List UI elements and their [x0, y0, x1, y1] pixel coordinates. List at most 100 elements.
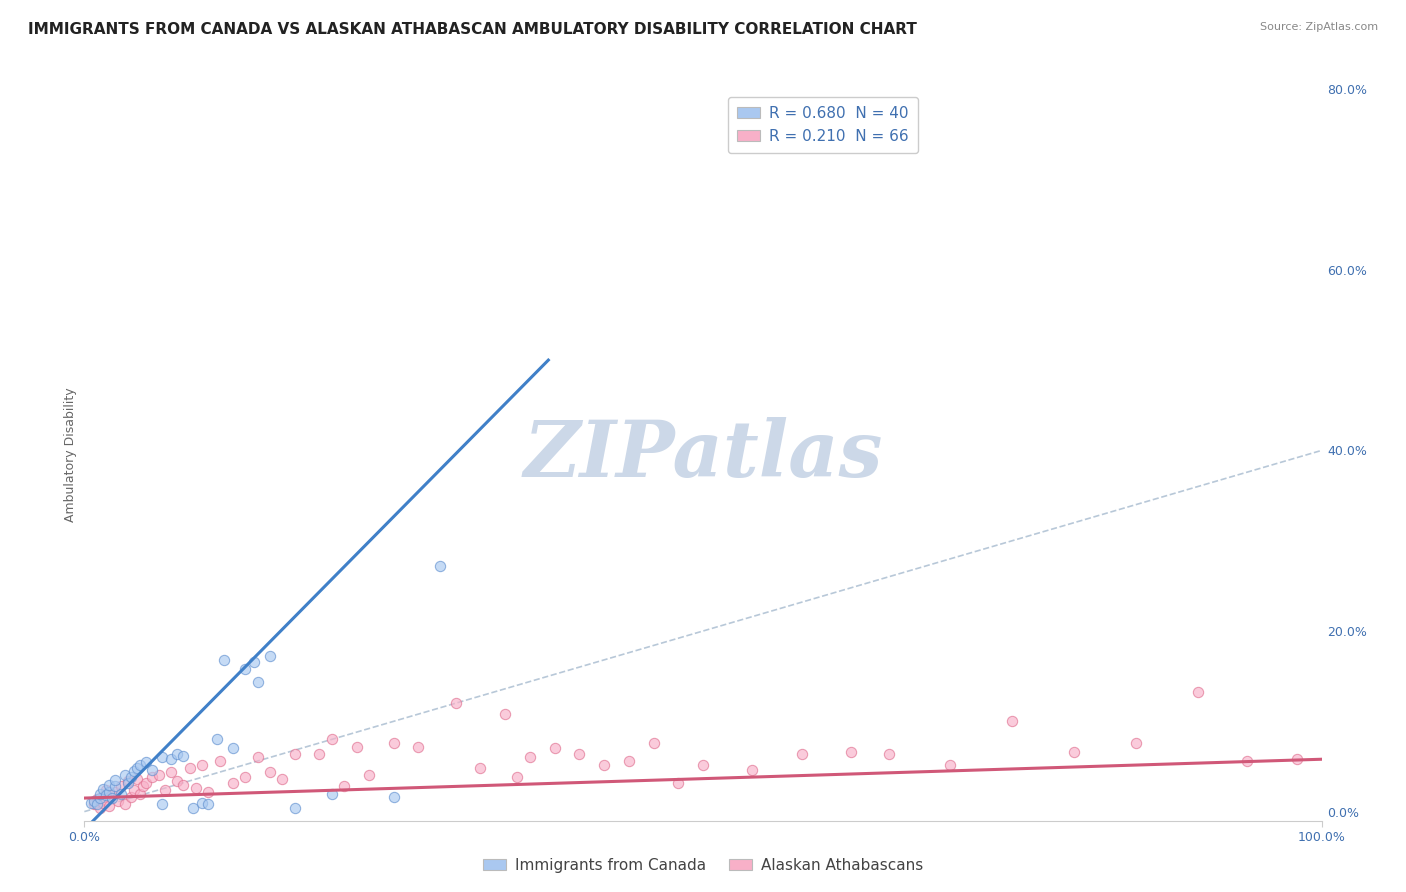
Point — [841, 745, 863, 759]
Point — [617, 754, 640, 768]
Point — [122, 783, 145, 797]
Point — [104, 780, 127, 794]
Point — [1001, 714, 1024, 729]
Point — [104, 772, 127, 787]
Point — [382, 790, 405, 805]
Point — [191, 796, 214, 810]
Point — [877, 747, 900, 761]
Point — [89, 791, 111, 805]
Point — [107, 794, 129, 808]
Text: Source: ZipAtlas.com: Source: ZipAtlas.com — [1260, 22, 1378, 32]
Point — [91, 796, 114, 810]
Point — [153, 783, 176, 797]
Point — [150, 750, 173, 764]
Point — [429, 559, 451, 574]
Point — [246, 674, 269, 689]
Point — [104, 785, 127, 799]
Point — [172, 778, 194, 792]
Point — [125, 772, 148, 786]
Text: IMMIGRANTS FROM CANADA VS ALASKAN ATHABASCAN AMBULATORY DISABILITY CORRELATION C: IMMIGRANTS FROM CANADA VS ALASKAN ATHABA… — [28, 22, 917, 37]
Point — [117, 775, 139, 789]
Point — [101, 791, 124, 805]
Point — [150, 797, 173, 812]
Point — [222, 775, 245, 789]
Point — [519, 750, 541, 764]
Point — [141, 763, 163, 777]
Point — [129, 787, 152, 801]
Point — [321, 787, 343, 801]
Point — [259, 649, 281, 664]
Point — [243, 655, 266, 669]
Point — [233, 662, 256, 676]
Point — [91, 782, 114, 797]
Point — [1125, 736, 1147, 750]
Point — [246, 750, 269, 764]
Point — [114, 768, 136, 782]
Point — [1187, 685, 1209, 699]
Point — [346, 739, 368, 754]
Point — [122, 764, 145, 778]
Point — [1285, 752, 1308, 766]
Point — [135, 775, 157, 789]
Point — [148, 768, 170, 782]
Point — [184, 781, 207, 796]
Text: ZIPatlas: ZIPatlas — [523, 417, 883, 493]
Point — [1063, 745, 1085, 759]
Point — [568, 747, 591, 761]
Point — [132, 780, 155, 794]
Point — [172, 748, 194, 763]
Point — [207, 732, 229, 747]
Point — [110, 787, 132, 801]
Point — [382, 736, 405, 750]
Point — [692, 757, 714, 772]
Point — [135, 755, 157, 769]
Point — [321, 732, 343, 747]
Point — [408, 739, 430, 754]
Point — [98, 799, 121, 814]
Point — [160, 752, 183, 766]
Point — [120, 790, 142, 805]
Point — [271, 772, 294, 786]
Point — [94, 783, 117, 797]
Point — [666, 775, 689, 789]
Point — [181, 801, 204, 815]
Point — [470, 761, 492, 775]
Point — [284, 801, 307, 815]
Point — [222, 741, 245, 756]
Point — [94, 789, 117, 803]
Y-axis label: Ambulatory Disability: Ambulatory Disability — [65, 388, 77, 522]
Point — [110, 780, 132, 794]
Point — [259, 764, 281, 779]
Point — [86, 797, 108, 812]
Point — [79, 796, 101, 810]
Point — [209, 754, 232, 768]
Point — [643, 736, 665, 750]
Point — [593, 757, 616, 772]
Point — [98, 785, 121, 799]
Point — [114, 797, 136, 812]
Point — [357, 768, 380, 782]
Point — [543, 741, 565, 756]
Point — [125, 761, 148, 775]
Legend: Immigrants from Canada, Alaskan Athabascans: Immigrants from Canada, Alaskan Athabasc… — [477, 852, 929, 879]
Point — [444, 696, 467, 710]
Point — [284, 747, 307, 761]
Point — [83, 797, 105, 812]
Point — [333, 780, 356, 794]
Point — [166, 773, 188, 788]
Point — [160, 764, 183, 779]
Point — [101, 789, 124, 803]
Point — [141, 770, 163, 784]
Point — [166, 747, 188, 761]
Point — [191, 757, 214, 772]
Point — [1236, 754, 1258, 768]
Point — [494, 707, 516, 722]
Point — [120, 770, 142, 784]
Point — [83, 794, 105, 808]
Point — [741, 763, 763, 777]
Point — [790, 747, 813, 761]
Point — [197, 785, 219, 799]
Point — [129, 757, 152, 772]
Point — [308, 747, 330, 761]
Point — [233, 770, 256, 784]
